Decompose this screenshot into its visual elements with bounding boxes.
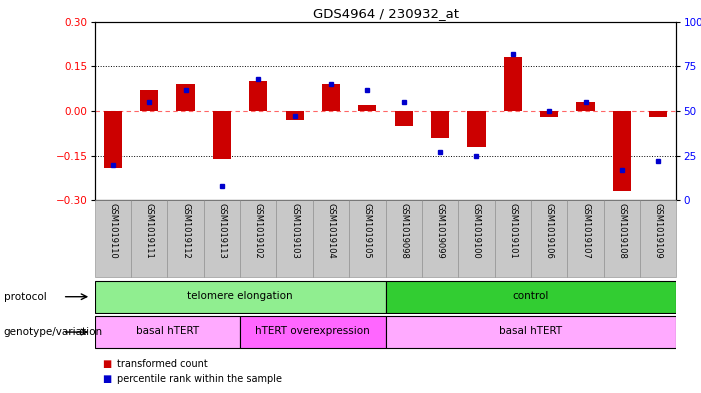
Text: GSM1019109: GSM1019109: [654, 203, 662, 259]
Text: GSM1019106: GSM1019106: [545, 203, 554, 259]
Bar: [395, 111, 413, 126]
Text: GSM1019103: GSM1019103: [290, 203, 299, 259]
Text: GSM1019100: GSM1019100: [472, 203, 481, 259]
Text: GSM1019107: GSM1019107: [581, 203, 590, 259]
Bar: [604, 200, 640, 277]
Bar: [276, 200, 313, 277]
Bar: [431, 111, 449, 138]
Bar: [95, 281, 386, 313]
Bar: [95, 200, 131, 277]
Bar: [240, 200, 276, 277]
Text: GSM1019098: GSM1019098: [400, 203, 408, 259]
Bar: [249, 81, 267, 111]
Text: GSM1019113: GSM1019113: [217, 203, 226, 259]
Text: GSM1019105: GSM1019105: [363, 203, 372, 259]
Text: basal hTERT: basal hTERT: [499, 326, 563, 336]
Text: ■: ■: [102, 358, 111, 369]
Bar: [540, 111, 558, 117]
Text: transformed count: transformed count: [117, 358, 207, 369]
Bar: [204, 200, 240, 277]
Bar: [285, 111, 304, 120]
Bar: [567, 200, 604, 277]
Bar: [640, 200, 676, 277]
Bar: [468, 111, 486, 147]
Text: percentile rank within the sample: percentile rank within the sample: [117, 374, 282, 384]
Bar: [386, 281, 676, 313]
Bar: [422, 200, 458, 277]
Title: GDS4964 / 230932_at: GDS4964 / 230932_at: [313, 7, 458, 20]
Bar: [168, 200, 204, 277]
Text: basal hTERT: basal hTERT: [136, 326, 199, 336]
Text: genotype/variation: genotype/variation: [4, 327, 102, 337]
Text: GSM1019112: GSM1019112: [181, 203, 190, 259]
Bar: [177, 84, 195, 111]
Bar: [213, 111, 231, 159]
Bar: [349, 200, 386, 277]
Bar: [386, 316, 676, 348]
Text: ■: ■: [102, 374, 111, 384]
Text: control: control: [513, 291, 549, 301]
Text: GSM1019108: GSM1019108: [618, 203, 627, 259]
Bar: [504, 57, 522, 111]
Bar: [495, 200, 531, 277]
Bar: [386, 200, 422, 277]
Bar: [649, 111, 667, 117]
Text: GSM1019101: GSM1019101: [508, 203, 517, 259]
Text: GSM1019102: GSM1019102: [254, 203, 263, 259]
Bar: [313, 200, 349, 277]
Bar: [131, 200, 168, 277]
Bar: [240, 316, 386, 348]
Bar: [531, 200, 567, 277]
Bar: [613, 111, 631, 191]
Text: GSM1019104: GSM1019104: [327, 203, 336, 259]
Bar: [104, 111, 122, 168]
Bar: [140, 90, 158, 111]
Bar: [358, 105, 376, 111]
Text: protocol: protocol: [4, 292, 46, 302]
Text: GSM1019111: GSM1019111: [144, 203, 154, 259]
Text: telomere elongation: telomere elongation: [187, 291, 293, 301]
Text: GSM1019110: GSM1019110: [109, 203, 117, 259]
Bar: [458, 200, 495, 277]
Bar: [322, 84, 340, 111]
Bar: [95, 316, 240, 348]
Bar: [576, 102, 594, 111]
Text: GSM1019099: GSM1019099: [435, 203, 444, 259]
Text: hTERT overexpression: hTERT overexpression: [255, 326, 370, 336]
